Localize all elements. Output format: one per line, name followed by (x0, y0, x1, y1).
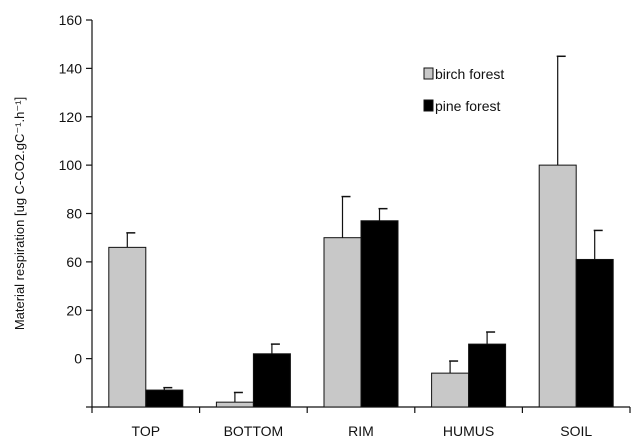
y-tick-label: 140 (59, 60, 83, 76)
bar-birch-forest-top (108, 246, 147, 408)
x-tick-label: TOP (132, 423, 161, 439)
legend-label: pine forest (435, 98, 500, 114)
bar-pine-forest-bottom (252, 353, 291, 408)
bar-birch-forest-soil (538, 164, 577, 408)
y-tick-label: 80 (66, 206, 82, 222)
bar-pine-forest-humus (468, 343, 507, 408)
x-tick-label: HUMUS (443, 423, 494, 439)
y-tick-label: 20 (66, 302, 82, 318)
bar-pine-forest-top (145, 389, 184, 408)
y-tick-label: 60 (66, 254, 82, 270)
y-tick-label: 120 (59, 109, 83, 125)
bar-pine-forest-rim (360, 220, 399, 408)
legend-swatch-pine-forest (423, 99, 434, 112)
x-tick-label: RIM (348, 423, 374, 439)
bar-birch-forest-humus (431, 372, 470, 408)
bar-pine-forest-soil (575, 258, 614, 408)
y-tick-label: 160 (59, 12, 83, 28)
x-tick-label: SOIL (560, 423, 592, 439)
y-tick-label: 100 (59, 157, 83, 173)
legend-swatch-birch-forest (423, 67, 434, 80)
bar-birch-forest-rim (323, 237, 362, 408)
x-tick-label: BOTTOM (224, 423, 284, 439)
bar-birch-forest-bottom (215, 401, 254, 408)
y-tick-label: 0 (74, 351, 82, 367)
y-axis-label: Material respiration [ug C-CO2.gC⁻¹.h⁻¹] (12, 97, 27, 330)
legend-label: birch forest (435, 66, 504, 82)
